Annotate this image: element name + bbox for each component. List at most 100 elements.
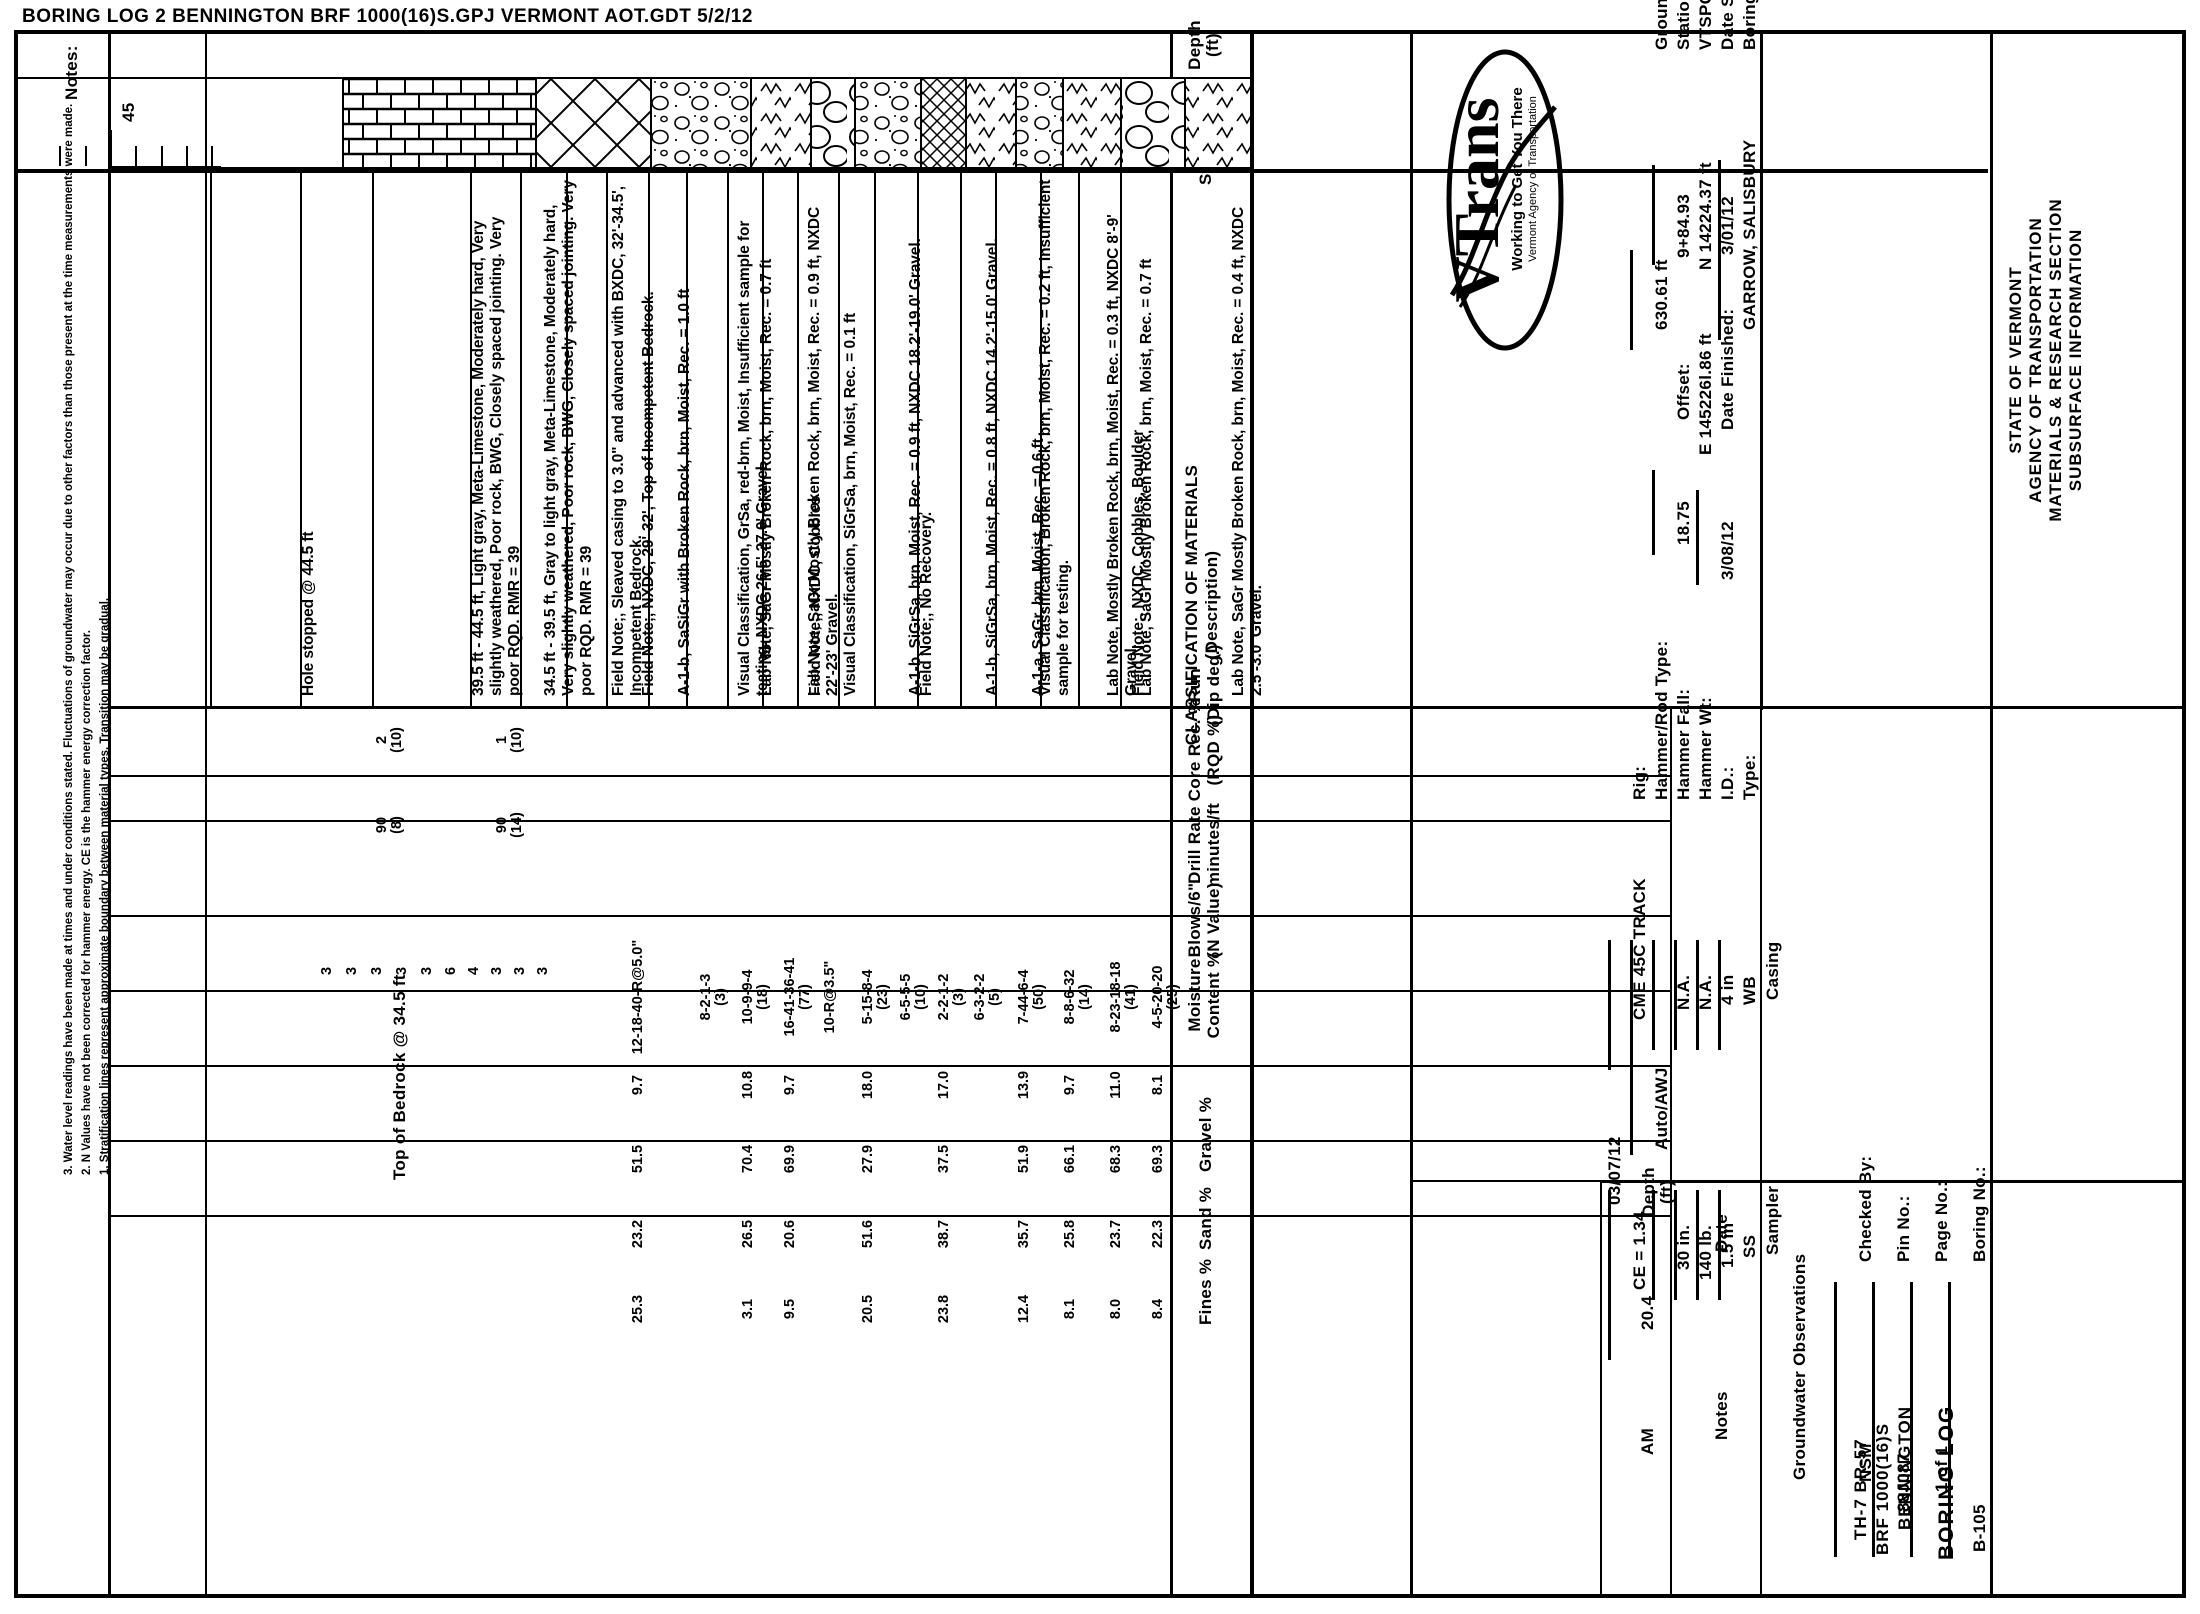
grid-line [762, 173, 764, 706]
depth-tick [135, 146, 138, 166]
vtrans-logo: VTrans Working to Get You There Vermont … [1430, 45, 1580, 355]
hammer-wt-casing-value: N.A. [1696, 974, 1715, 1010]
grid-line [372, 173, 374, 706]
file-header-text: BORING LOG 2 BENNINGTON BRF 1000(16)S.GP… [22, 6, 753, 27]
underline [1630, 940, 1633, 1155]
depth-tick [211, 146, 214, 166]
underline [1652, 165, 1655, 265]
grid-line [960, 173, 962, 706]
rig-value: CME 45C TRACK [1630, 878, 1649, 1020]
underline [1872, 1282, 1875, 1557]
type-casing-value: WB [1740, 976, 1759, 1005]
drill-rate-value: 4 [465, 966, 482, 975]
pin-no-label: Pin No.: [1894, 1195, 1913, 1262]
fines-value: 3.1 [740, 1234, 765, 1384]
underline [1608, 1190, 1611, 1360]
hammer-fall-casing-value: N.A. [1674, 974, 1693, 1010]
grid-line [874, 173, 876, 706]
underline [1696, 490, 1699, 585]
boring-no-label: Boring No.: [1970, 1166, 1989, 1262]
type-sampler-value: SS [1740, 1234, 1759, 1258]
grid-line [108, 820, 1250, 822]
fines-value-text: 23.8 [936, 1294, 952, 1324]
underline [1718, 940, 1721, 1050]
depth-axis [108, 166, 1250, 169]
ground-elev-label: Ground Elevation: [1652, 0, 1672, 50]
pin-no-value: 88J087 [1894, 1453, 1913, 1512]
underline [1948, 1282, 1951, 1557]
boring-no-value: B-105 [1970, 1504, 1989, 1552]
equipment-id-label: I.D.: [1718, 766, 1737, 800]
underline [1718, 160, 1721, 340]
underline [1834, 1282, 1837, 1557]
date-finished-value: 3/08/12 [1718, 521, 1737, 580]
grid-line [108, 1140, 1250, 1142]
gw-date-header: Date [1712, 1213, 1731, 1252]
hammer-fall-label: Hammer Fall: [1674, 688, 1693, 800]
fines-value: 8.1 [1062, 1234, 1087, 1384]
svg-text:VTrans: VTrans [1441, 97, 1512, 302]
fines-value: 25.3 [630, 1234, 655, 1384]
grid-line [995, 173, 997, 706]
grid-line [1760, 1180, 2186, 1183]
fines-col-header: Fines % [1196, 1258, 1215, 1325]
blows-value: 6-3-2-2 (5) [972, 922, 1003, 1072]
project-number: BRF 1000(16)S [1873, 1422, 1892, 1555]
grid-line [520, 173, 522, 706]
rig-label: Rig: [1630, 765, 1649, 800]
grid-line [1250, 1065, 1670, 1067]
fines-value-text: 8.1 [1062, 1298, 1078, 1320]
page-no-label: Page No.: [1932, 1180, 1951, 1262]
gravel-col-header: Gravel % [1196, 1096, 1215, 1172]
grid-line [205, 30, 207, 1598]
grid-line [1040, 173, 1042, 706]
gw-notes-header: Notes [1712, 1391, 1731, 1440]
grid-line [1250, 915, 1670, 917]
casing-col-header: Casing [1763, 941, 1782, 1000]
classification-text: Hole stopped @ 44.5 ft [300, 531, 317, 697]
depth-tick [186, 146, 188, 166]
depth-tick [84, 146, 87, 166]
gw-notes-value: AM [1638, 1427, 1657, 1455]
blows-value: 8-2-1-3 (3) [698, 922, 729, 1072]
sand-col-header: Sand % [1196, 1186, 1215, 1250]
easting-value: E 145226l.86 ft [1696, 333, 1715, 455]
underline [1718, 1190, 1721, 1300]
ground-elev-value: 630.61 ft [1652, 259, 1671, 330]
date-finished-label: Date Finished: [1718, 308, 1737, 430]
northing-value: N 14224.37 ft [1696, 162, 1715, 270]
grid-line [1600, 1180, 1602, 1598]
blows-value-text: 6-3-2-2 (5) [972, 973, 1003, 1021]
agency-line-4: SUBSURFACE INFORMATION [2066, 228, 2085, 492]
station-label: Station: [1674, 0, 1693, 50]
depth-tick [110, 130, 112, 166]
grid-line [108, 30, 111, 1598]
grid-line [1170, 30, 1173, 1598]
grid-line [1250, 990, 1670, 992]
grid-line [210, 173, 212, 706]
grid-line [300, 173, 302, 706]
fines-value: 12.4 [1016, 1234, 1041, 1384]
fines-value-text: 9.5 [782, 1298, 798, 1320]
groundwater-section-label: Groundwater Observations [1790, 1253, 1809, 1480]
blows-value-text: 6-5-5-5 (10) [898, 973, 929, 1021]
grid-line [1078, 173, 1080, 706]
grid-line [14, 169, 1988, 173]
grid-line [108, 1065, 1250, 1067]
fines-value: 23.8 [936, 1234, 961, 1384]
underline [1652, 940, 1655, 1050]
grid-line [1760, 706, 2186, 709]
top-of-bedrock-label: Top of Bedrock @ 34.5 ft [390, 974, 409, 1180]
underline [1696, 940, 1699, 1050]
underline [1652, 1190, 1655, 1300]
agency-line-3: MATERIALS & RESEARCH SECTION [2046, 198, 2065, 522]
station-value: 9+84.93 [1674, 193, 1693, 258]
moisture-col-header: Moisture Content % [1185, 951, 1223, 1039]
drill-rate-value: 3 [511, 966, 528, 975]
fines-value: 8.4 [1150, 1234, 1175, 1384]
hammer-rod-label: Hammer/Rod Type: [1652, 640, 1671, 800]
grid-line [1120, 173, 1122, 706]
drill-rate-value: 3 [418, 966, 435, 975]
drill-rate-value: 3 [534, 966, 551, 975]
blows-value: 10-R@3.5" [822, 922, 847, 1072]
